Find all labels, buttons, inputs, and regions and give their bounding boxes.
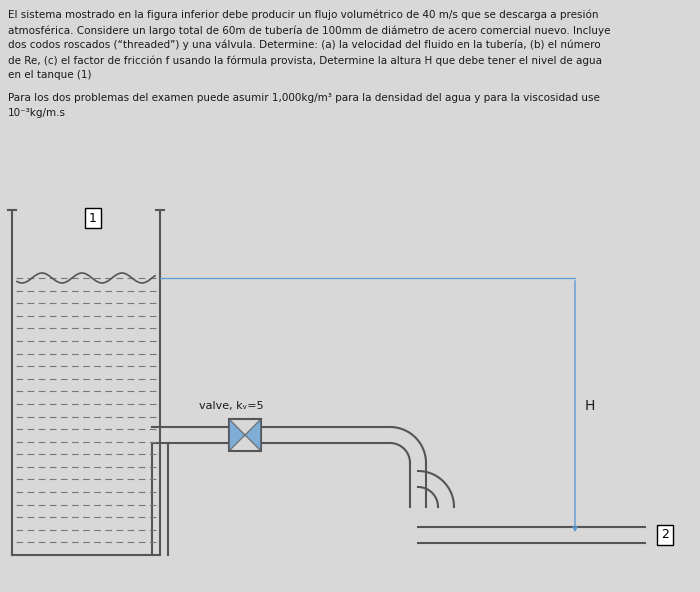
Text: H: H (585, 400, 596, 413)
Text: en el tanque (1): en el tanque (1) (8, 70, 92, 80)
Text: dos codos roscados (“threaded”) y una válvula. Determine: (a) la velocidad del f: dos codos roscados (“threaded”) y una vá… (8, 40, 601, 50)
Text: 1: 1 (89, 211, 97, 224)
Text: valve, kᵥ=5: valve, kᵥ=5 (199, 401, 264, 411)
Text: atmosférica. Considere un largo total de 60m de tubería de 100mm de diámetro de : atmosférica. Considere un largo total de… (8, 25, 610, 36)
Text: El sistema mostrado en la figura inferior debe producir un flujo volumétrico de : El sistema mostrado en la figura inferio… (8, 10, 598, 21)
Text: 2: 2 (661, 529, 669, 542)
Polygon shape (245, 419, 261, 451)
Polygon shape (229, 419, 245, 451)
Text: Para los dos problemas del examen puede asumir 1,000kg/m³ para la densidad del a: Para los dos problemas del examen puede … (8, 93, 600, 103)
Bar (229, 419, 261, 451)
Text: 10⁻³kg/m.s: 10⁻³kg/m.s (8, 108, 66, 118)
Text: de Re, (c) el factor de fricción f usando la fórmula provista, Determine la altu: de Re, (c) el factor de fricción f usand… (8, 55, 602, 66)
